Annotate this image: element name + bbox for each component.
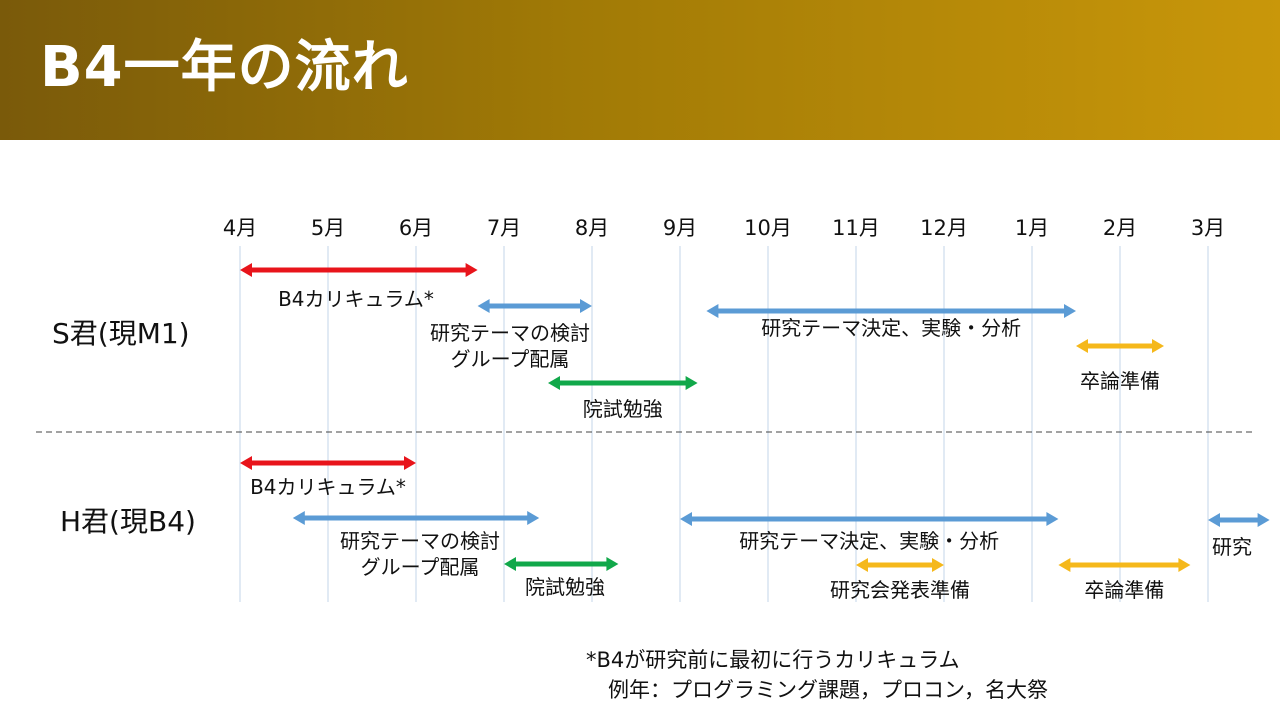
month-label: 2月 [1102, 216, 1138, 240]
bar-label-line: 院試勉強 [582, 397, 663, 421]
bar-label: B4カリキュラム* [278, 286, 434, 312]
timeline-arrow [504, 557, 619, 571]
timeline-arrow [548, 376, 698, 390]
timeline-arrow [240, 456, 416, 470]
timeline-arrow [1058, 558, 1191, 572]
row-label-h: H君(現B4) [60, 505, 196, 538]
bar-label-line: 研究テーマ決定、実験・分析 [739, 529, 1000, 553]
timeline-arrow [292, 511, 540, 525]
bar-label: 研究 [1212, 534, 1252, 560]
bar-label-line: 研究会発表準備 [830, 578, 970, 602]
bar-label: 卒論準備 [1080, 368, 1160, 394]
timeline-arrow [477, 299, 592, 313]
month-label: 3月 [1190, 216, 1226, 240]
bar-label: 研究テーマの検討 グループ配属 [340, 528, 500, 580]
bar-label-line2: グループ配属 [450, 347, 570, 371]
bar-label: 院試勉強 [525, 574, 605, 600]
bar-label: 研究テーマ決定、実験・分析 [739, 528, 999, 554]
month-label: 8月 [574, 216, 610, 240]
bar-label-line: B4カリキュラム* [278, 287, 434, 311]
month-label: 1月 [1014, 216, 1050, 240]
page-title: B4一年の流れ [40, 35, 409, 100]
footnote-line2: 例年：プログラミング課題，プロコン，名大祭 [608, 678, 1048, 702]
bar-label-line: 研究テーマ決定、実験・分析 [761, 316, 1022, 340]
bar-label: 研究テーマ決定、実験・分析 [761, 315, 1021, 341]
bar-label: B4カリキュラム* [250, 474, 406, 500]
footnote-line1: *B4が研究前に最初に行うカリキュラム [586, 648, 960, 672]
bar-label-line: 院試勉強 [525, 575, 605, 599]
month-label: 7月 [486, 216, 522, 240]
timeline-arrow [240, 263, 478, 277]
bar-label: 卒論準備 [1084, 577, 1164, 603]
month-label: 12月 [920, 216, 968, 240]
bar-label-line: 研究テーマの検討 [430, 321, 590, 345]
title-bar: B4一年の流れ [0, 0, 1280, 140]
timeline-arrow [680, 512, 1059, 526]
bar-label-line2: グループ配属 [360, 555, 480, 579]
month-label: 9月 [662, 216, 698, 240]
timeline-arrow [1208, 513, 1270, 527]
month-label: 4月 [222, 216, 258, 240]
bar-label-line: B4カリキュラム* [250, 475, 406, 499]
bar-label: 研究テーマの検討 グループ配属 [430, 320, 590, 372]
bar-label-line: 研究テーマの検討 [340, 529, 500, 553]
bar-label: 研究会発表準備 [830, 577, 970, 603]
month-label: 6月 [398, 216, 434, 240]
timeline-arrow [856, 558, 944, 572]
timeline-arrow [706, 304, 1076, 318]
month-label: 11月 [832, 216, 880, 240]
month-label: 10月 [744, 216, 792, 240]
row-label-s: S君(現M1) [52, 317, 190, 350]
month-label: 5月 [310, 216, 346, 240]
bar-label-line: 卒論準備 [1084, 578, 1165, 602]
bar-label: 院試勉強 [583, 396, 663, 422]
bar-label-line: 卒論準備 [1080, 369, 1160, 393]
timeline-arrow [1076, 339, 1164, 353]
bar-label-line: 研究 [1212, 535, 1252, 559]
